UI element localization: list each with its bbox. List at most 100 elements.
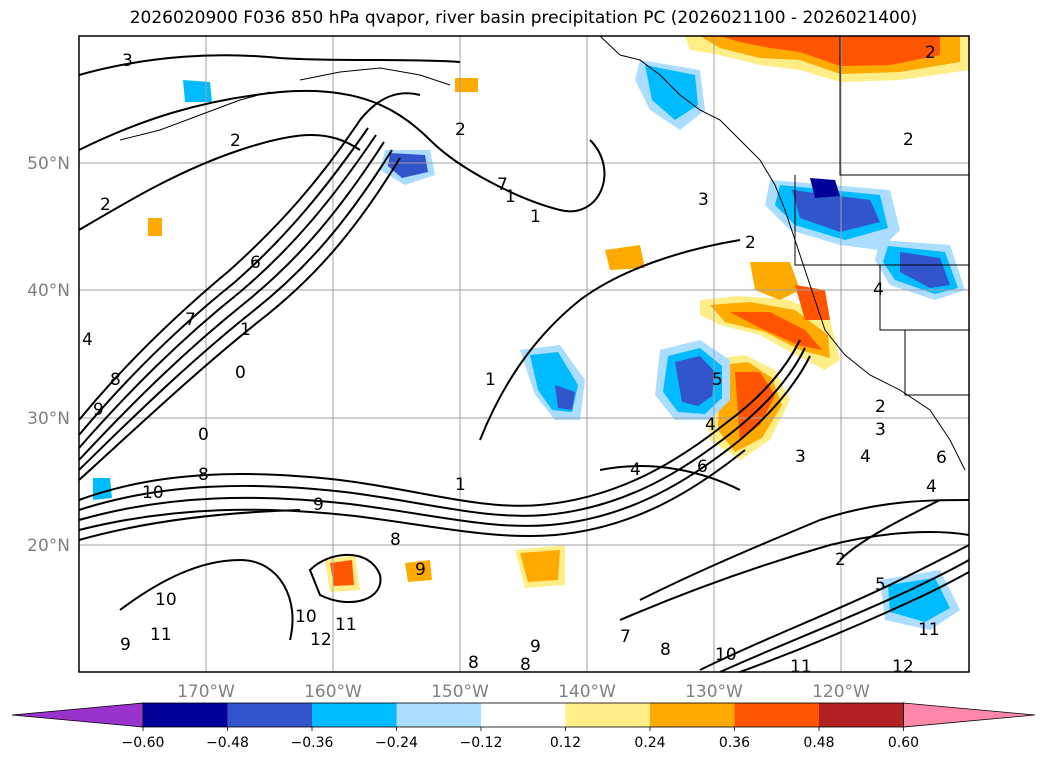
contour-label: 1 [530,207,541,227]
contour-label: 10 [155,590,177,610]
shade-cool-1-strong [675,356,715,406]
contour-label: 8 [390,530,401,550]
colorbar-tick-label: −0.12 [460,735,503,751]
colorbar-segment [143,703,228,727]
colorbar-segment [312,703,397,727]
contour-label: 9 [93,400,104,420]
contour-label: 9 [530,637,541,657]
colorbar-tick-label: 0.12 [550,735,581,751]
colorbar-tick-label: −0.24 [375,735,418,751]
contour-label: 11 [150,625,172,645]
contour-label: 2 [745,233,756,253]
shade-cool-west [93,478,112,500]
shade-warm-w2 [148,218,162,236]
shade-cool-idaho-strong [900,252,950,288]
colorbar-segment [565,703,650,727]
shade-warm-hi2 [405,560,432,582]
contour-label: 7 [497,175,508,195]
shade-warm-ak2 [455,78,478,92]
contour-label: 4 [630,460,641,480]
contour-label: 2 [925,43,936,63]
colorbar-tick-label: −0.36 [291,735,334,751]
lon-label: 140°W [558,682,616,702]
contour-label: 10 [142,483,164,503]
contour-label: 1 [485,370,496,390]
contour-label: 6 [697,457,708,477]
contour-label: 8 [468,653,479,673]
contour-label: 9 [415,560,426,580]
shade-warm-hi-strong [330,560,354,586]
precip-shading [93,36,969,630]
lon-label: 130°W [685,682,743,702]
shade-cool-mex-mid [888,578,950,622]
contour-label: 4 [860,447,871,467]
colorbar-segment [227,703,312,727]
qvapor-contours [78,54,970,673]
lon-label: 150°W [431,682,489,702]
colorbar-tick-label: 0.36 [719,735,750,751]
shade-warm-ca2 [795,285,830,320]
lon-label: 120°W [812,682,870,702]
shade-cool-bering [183,80,212,102]
contour-label: 8 [520,655,531,675]
colorbar-extend-max [903,702,1036,728]
contour-label: 0 [235,363,246,383]
contour-label: 8 [110,370,121,390]
contour-label: 2 [455,120,466,140]
contour-label: 9 [313,495,324,515]
contour-label: 1 [505,187,516,207]
contour-label: 10 [715,645,737,665]
colorbar-segment [396,703,481,727]
contour-label: 8 [660,640,671,660]
contour-label: 3 [698,190,709,210]
contour-label: 8 [198,465,209,485]
shade-cool-pnw-strong [792,190,880,232]
contour-label: 11 [918,620,940,640]
coastlines [119,35,969,471]
colorbar-tick-label: −0.60 [122,735,165,751]
colorbar-tick-label: 0.60 [888,735,919,751]
lon-label: 170°W [177,682,235,702]
shade-warm-sub-mid [520,550,560,582]
colorbar-segment [650,703,735,727]
contour-label: 1 [455,475,466,495]
contour-label: 2 [835,550,846,570]
contour-label: 4 [873,280,884,300]
map-title: 2026020900 F036 850 hPa qvapor, river ba… [129,8,918,28]
shade-warm-mid-pac [605,245,645,270]
contour-label: 4 [705,415,716,435]
contour-label: 12 [310,630,332,650]
colorbar-segment [481,703,566,727]
contour-label: 7 [185,310,196,330]
contour-label: 9 [120,635,131,655]
graticule [79,36,969,672]
shade-cool-gulf-strong [388,153,428,178]
contour-label: 3 [875,420,886,440]
lat-label: 40°N [27,281,70,301]
colorbar-segment [819,703,904,727]
shade-cool-pnw-dark [810,178,840,198]
contour-label: 11 [790,657,812,677]
colorbar-extend-min [11,702,144,728]
lat-label: 20°N [27,536,70,556]
lat-label: 50°N [27,154,70,174]
map-frame [78,35,970,673]
lon-label: 160°W [304,682,362,702]
colorbar-outline [142,702,904,728]
colorbar: −0.60 −0.48 −0.36 −0.24 −0.12 0.12 0.24 0.36 0.4… [11,702,1036,751]
contour-label: 4 [926,477,937,497]
contour-label: 1 [240,320,251,340]
shade-warm-top-strong [720,36,940,66]
shade-cool-ak-mid [645,65,698,120]
contour-label: 5 [875,575,886,595]
contour-label: 6 [936,448,947,468]
longitude-labels: 170°W 160°W 150°W 140°W 130°W 120°W [177,682,870,702]
colorbar-tick-label: −0.48 [206,735,249,751]
colorbar-tick-label: 0.48 [803,735,834,751]
contour-label: 6 [250,253,261,273]
contour-label: 0 [198,425,209,445]
contour-label: 2 [875,397,886,417]
contour-label: 7 [620,627,631,647]
contour-label: 10 [295,607,317,627]
contour-label: 2 [100,195,111,215]
